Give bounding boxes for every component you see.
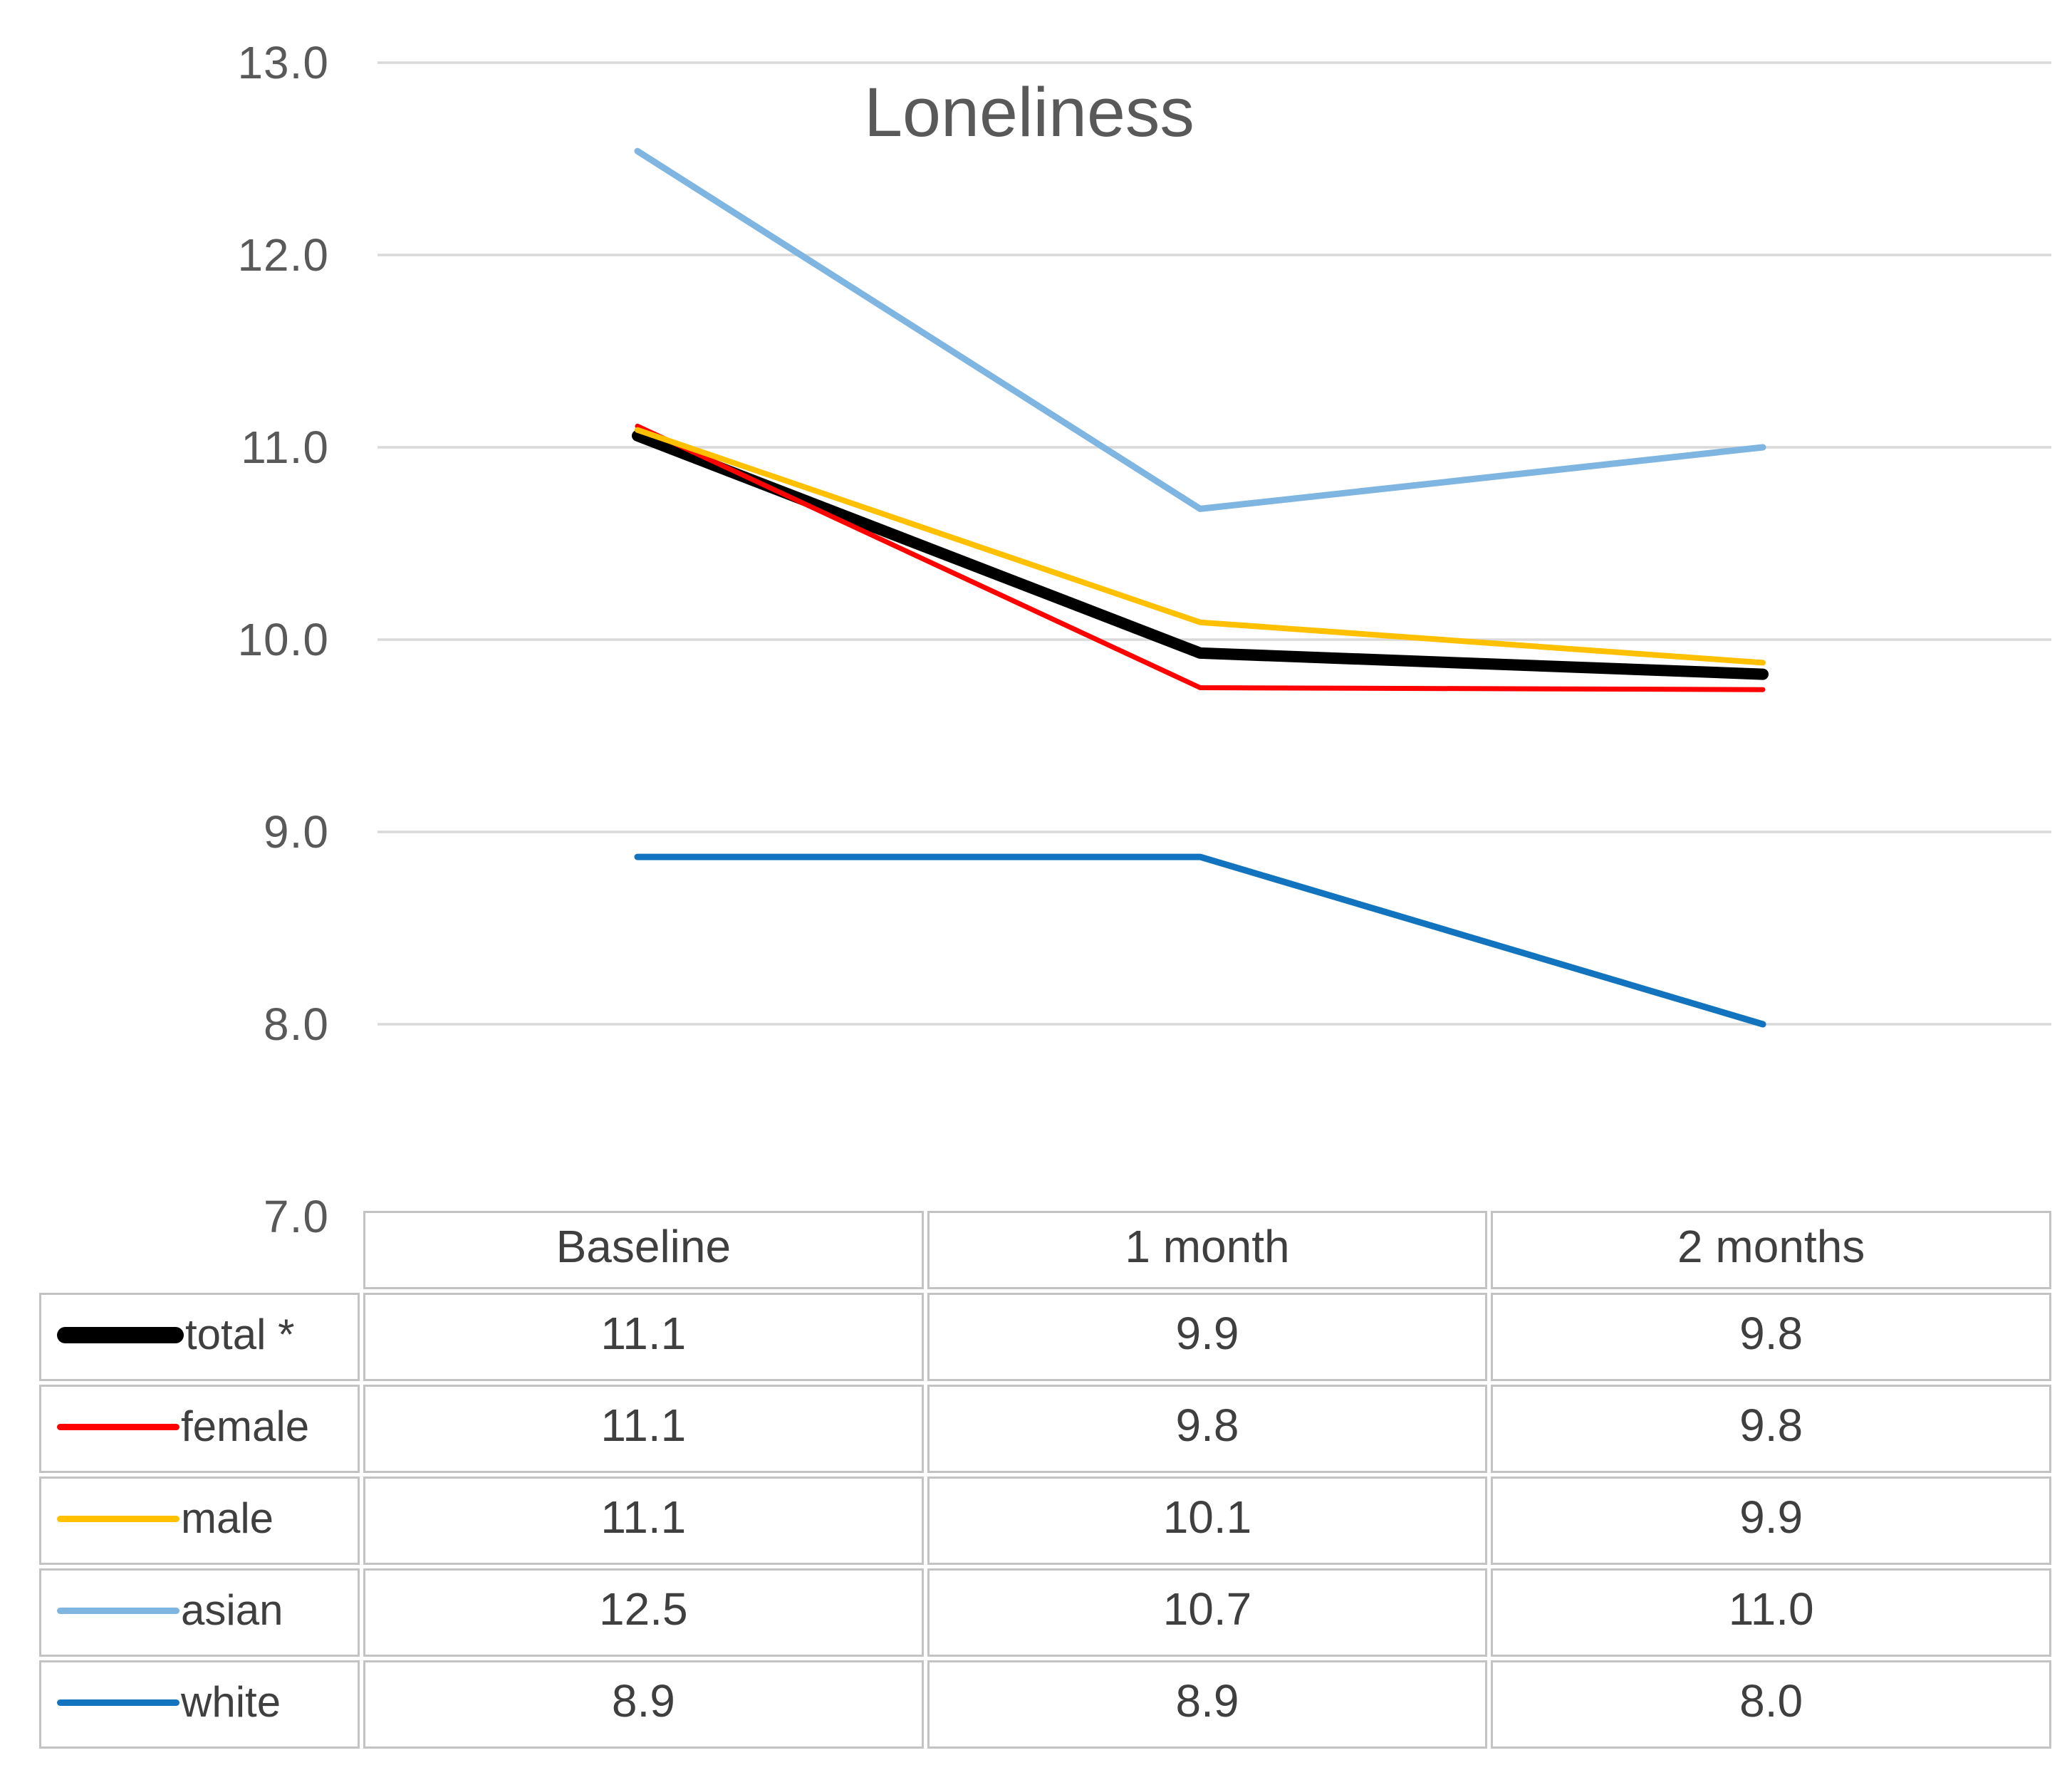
legend-label: white [181,1678,281,1726]
total-line-swatch [57,1326,184,1343]
table-cell: 11.1 [363,1477,924,1565]
y-axis-tick-label: 9.0 [264,806,329,858]
series-total-line [632,429,1769,680]
data-table: Baseline 1 month 2 months total * 11.1 9… [39,1211,2051,1749]
table-cell: 11.0 [1491,1568,2051,1657]
table-cell: 9.8 [1491,1293,2051,1381]
female-line-swatch [57,1423,179,1430]
legend-item-male: male [39,1477,360,1565]
series-white-line [634,853,1766,1028]
series-asian-line [634,147,1766,512]
chart-title: Loneliness [864,73,1194,151]
legend-label: asian [181,1586,283,1634]
table-header-spacer [39,1211,360,1289]
legend-item-asian: asian [39,1568,360,1657]
table-cell: 8.0 [1491,1660,2051,1749]
line-chart [378,61,2051,1028]
table-cell: 12.5 [363,1568,924,1657]
legend-item-white: white [39,1660,360,1749]
y-axis-tick-label: 11.0 [241,422,329,473]
column-header-baseline: Baseline [363,1211,924,1289]
y-axis-tick-label: 10.0 [237,614,329,665]
legend-item-total: total * [39,1293,360,1381]
table-cell: 10.1 [927,1477,1488,1565]
asian-line-swatch [57,1607,179,1614]
table-cell: 10.7 [927,1568,1488,1657]
y-axis-tick-label: 7.0 [264,1191,329,1242]
legend-label: total * [185,1311,295,1358]
table-cell: 8.9 [363,1660,924,1749]
legend-label: female [181,1402,310,1450]
table-cell: 9.9 [927,1293,1488,1381]
column-header-1-month: 1 month [927,1211,1488,1289]
y-axis-tick-label: 12.0 [237,229,329,281]
white-line-swatch [57,1699,179,1706]
series-female-line [635,423,1766,692]
male-line-swatch [57,1515,179,1522]
table-cell: 9.9 [1491,1477,2051,1565]
column-header-2-months: 2 months [1491,1211,2051,1289]
legend-label: male [181,1494,274,1542]
table-cell: 9.8 [927,1385,1488,1473]
table-cell: 8.9 [927,1660,1488,1749]
table-cell: 11.1 [363,1385,924,1473]
series-male-line [635,427,1766,666]
y-axis-tick-label: 13.0 [237,37,329,88]
table-cell: 9.8 [1491,1385,2051,1473]
y-axis-tick-label: 8.0 [264,999,329,1050]
table-cell: 11.1 [363,1293,924,1381]
legend-item-female: female [39,1385,360,1473]
